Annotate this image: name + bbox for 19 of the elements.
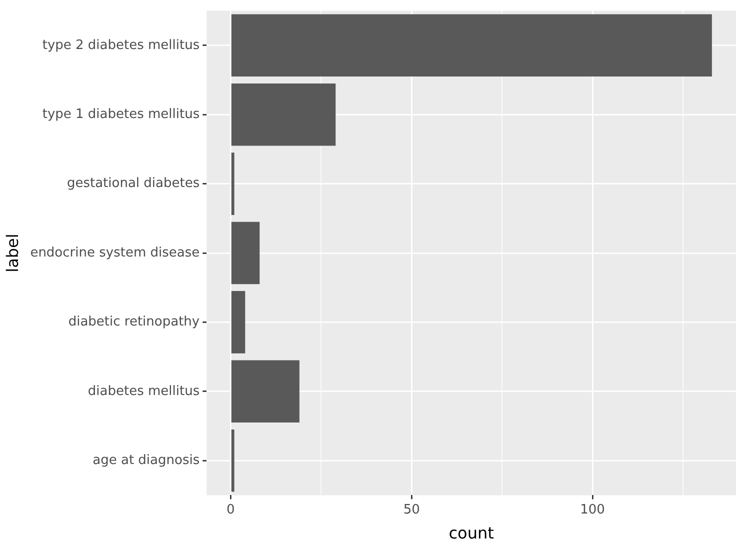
bar	[231, 152, 234, 215]
y-tick-label: diabetic retinopathy	[68, 314, 200, 330]
x-tick-label: 100	[580, 502, 605, 518]
x-axis-title: count	[448, 524, 494, 543]
y-tick-label: type 2 diabetes mellitus	[42, 38, 200, 53]
y-tick-label: age at diagnosis	[92, 452, 200, 468]
y-tick-label: gestational diabetes	[66, 176, 200, 192]
bar	[231, 291, 246, 354]
y-tick-label: type 1 diabetes mellitus	[42, 106, 200, 122]
bar	[231, 360, 300, 423]
x-tick-label: 50	[403, 502, 420, 518]
y-axis-title: label	[2, 234, 22, 272]
bar	[231, 83, 336, 146]
y-tick-label: endocrine system disease	[30, 245, 200, 260]
x-tick-label: 0	[226, 502, 235, 518]
bar	[231, 222, 260, 284]
bar	[231, 14, 712, 77]
bar	[231, 429, 234, 492]
y-tick-label: diabetes mellitus	[88, 384, 200, 399]
